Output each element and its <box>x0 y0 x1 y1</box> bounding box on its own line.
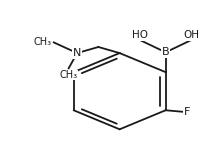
Text: N: N <box>73 48 81 58</box>
Text: OH: OH <box>183 30 199 40</box>
Text: F: F <box>184 107 190 117</box>
Text: HO: HO <box>132 30 148 40</box>
Text: CH₃: CH₃ <box>34 37 52 47</box>
Text: B: B <box>162 47 169 57</box>
Text: CH₃: CH₃ <box>60 70 78 80</box>
